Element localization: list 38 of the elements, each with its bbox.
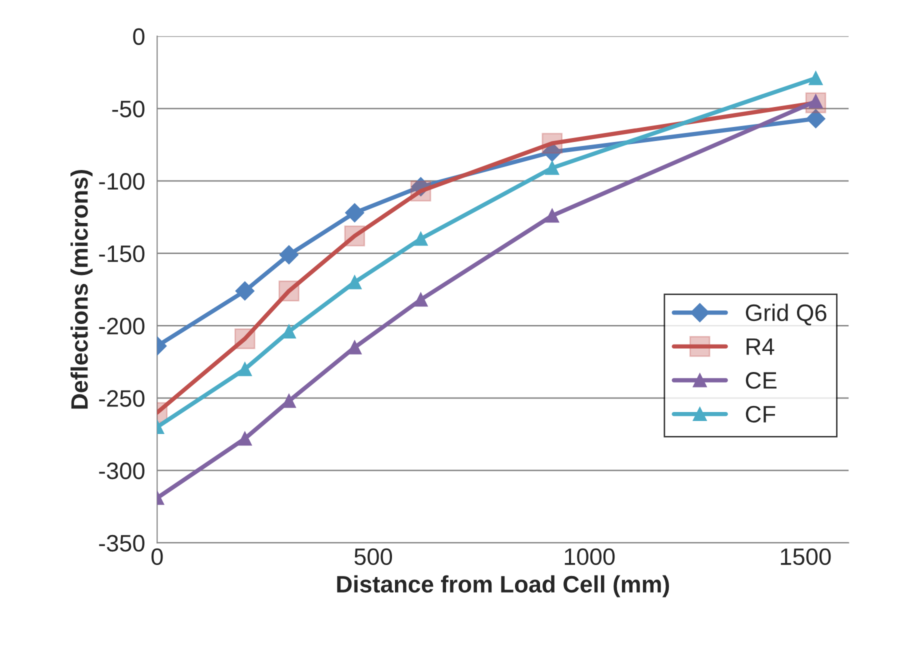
point — [235, 281, 254, 300]
point — [545, 160, 560, 175]
y-tick-label: -300 — [99, 462, 144, 480]
x-axis-title: Distance from Load Cell (mm) — [337, 575, 669, 598]
point — [282, 324, 296, 338]
point — [234, 328, 256, 350]
point — [344, 226, 366, 246]
y-tick-label: -150 — [99, 245, 144, 262]
point — [806, 109, 826, 128]
y-tick-label: -100 — [99, 173, 144, 190]
point — [542, 132, 563, 154]
y-axis-title: Deflections (microns) — [70, 170, 93, 409]
point — [348, 340, 362, 354]
x-tick-label: 0 — [152, 548, 163, 566]
point — [279, 245, 298, 264]
legend-label: CE — [746, 372, 776, 389]
point — [238, 432, 252, 446]
legend-label: CF — [746, 406, 776, 423]
y-tick-label: 0 — [133, 28, 144, 45]
point — [808, 71, 823, 86]
y-tick-label: -200 — [99, 318, 144, 334]
y-tick-label: -250 — [99, 390, 144, 407]
legend-label: R4 — [746, 338, 774, 355]
x-tick-label: 500 — [354, 548, 392, 566]
point — [278, 280, 300, 302]
y-tick-label: -350 — [99, 534, 144, 552]
point — [414, 292, 428, 307]
point — [348, 275, 362, 290]
point — [414, 232, 428, 246]
point — [410, 180, 432, 202]
point — [282, 394, 296, 408]
x-tick-label: 1000 — [564, 548, 615, 566]
point — [238, 362, 252, 376]
legend-label: Grid Q6 — [746, 304, 826, 326]
y-tick-label: -50 — [112, 100, 144, 118]
point — [345, 203, 364, 222]
point — [545, 208, 560, 223]
x-tick-label: 1500 — [780, 548, 831, 566]
